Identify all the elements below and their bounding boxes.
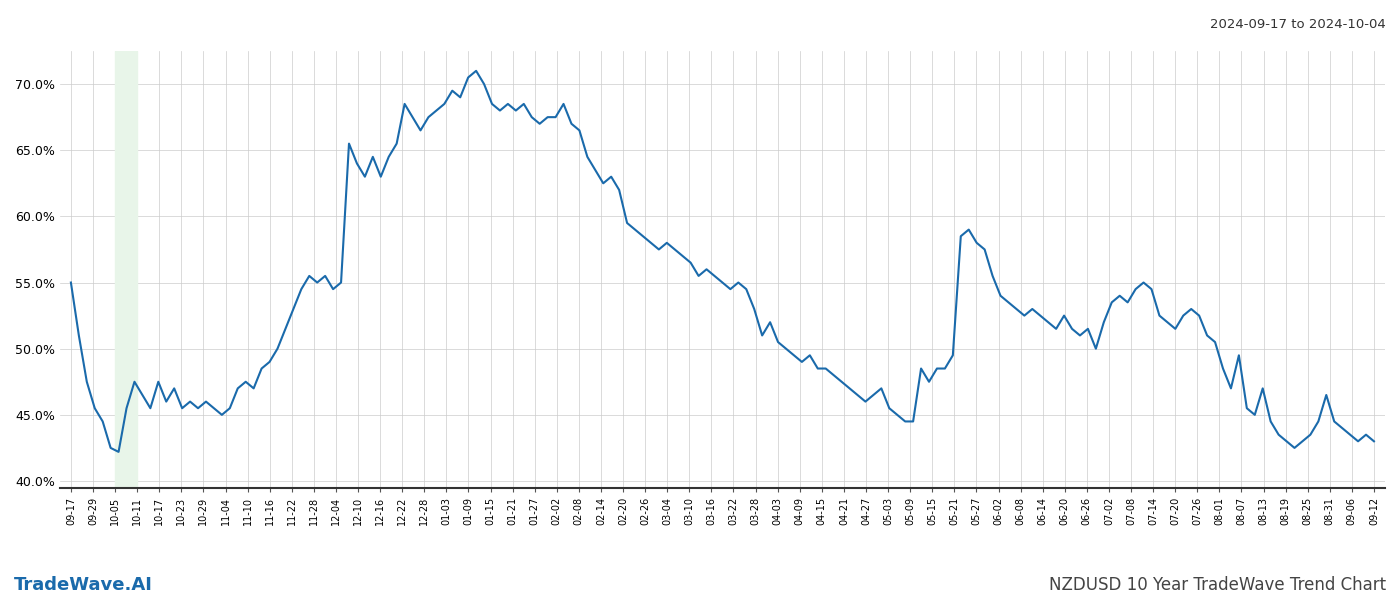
Bar	[115, 51, 137, 488]
Text: 2024-09-17 to 2024-10-04: 2024-09-17 to 2024-10-04	[1210, 18, 1386, 31]
Text: TradeWave.AI: TradeWave.AI	[14, 576, 153, 594]
Text: NZDUSD 10 Year TradeWave Trend Chart: NZDUSD 10 Year TradeWave Trend Chart	[1049, 576, 1386, 594]
